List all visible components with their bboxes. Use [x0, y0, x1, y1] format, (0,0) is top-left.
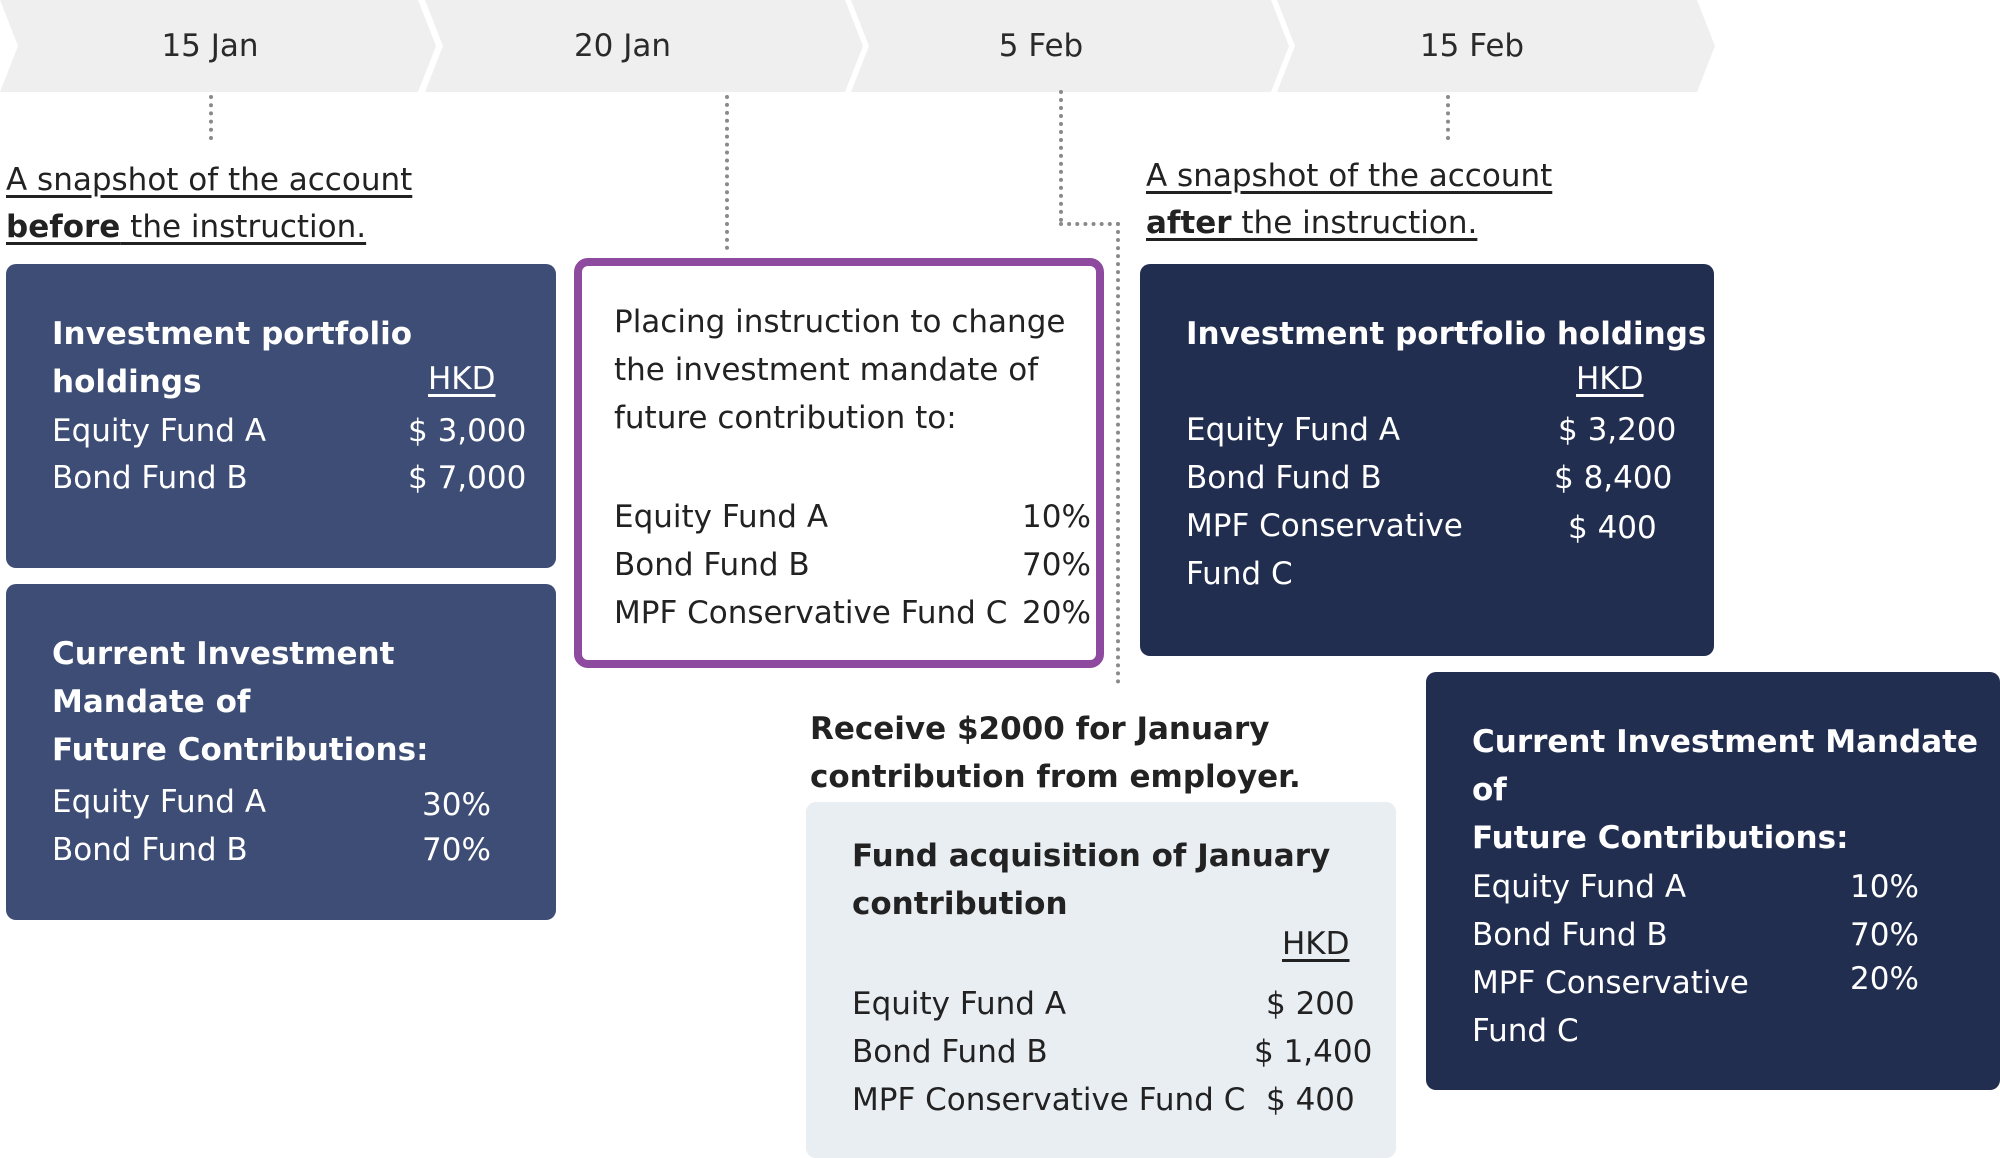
currency-label: HKD	[428, 361, 496, 397]
card-title: Current Investment Mandate of Future Con…	[52, 630, 556, 774]
card-title-line: contribution	[852, 886, 1068, 922]
connector-15-feb	[1446, 95, 1450, 140]
fund-label: Equity Fund A	[52, 413, 267, 449]
after-mandate-card: Current Investment Mandate of Future Con…	[1426, 672, 2000, 1090]
receive-contribution-note: Receive $2000 for January contribution f…	[810, 705, 1301, 801]
card-title-line: Future Contributions:	[52, 732, 429, 768]
timeline-step-2: 20 Jan	[425, 0, 865, 92]
currency-label: HKD	[1576, 361, 1644, 397]
after-caption: A snapshot of the account after the inst…	[1146, 153, 1552, 247]
fund-label: Equity Fund A	[614, 499, 829, 535]
fund-value: $ 1,400	[1254, 1034, 1373, 1070]
chevron-shape	[851, 0, 1289, 92]
chevron-shape	[1277, 0, 1715, 92]
fund-label: Bond Fund B	[1472, 917, 1668, 953]
fund-value: $ 7,000	[408, 460, 527, 496]
card-title: Current Investment Mandate of Future Con…	[1472, 718, 2000, 862]
fund-percent: 20%	[1850, 961, 1919, 997]
before-caption: A snapshot of the account before the ins…	[6, 157, 412, 251]
fund-percent: 10%	[1022, 499, 1091, 535]
timeline-date: 15 Feb	[1419, 28, 1525, 64]
fund-value: $ 3,000	[408, 413, 527, 449]
card-title: Investment portfolio holdings	[52, 316, 413, 400]
fund-label: Equity Fund A	[1472, 869, 1687, 905]
fund-acquisition-card: Fund acquisition of January contribution…	[806, 802, 1396, 1158]
fund-label-line: MPF Conservative	[1186, 508, 1463, 544]
caption-line: A snapshot of the account	[1146, 158, 1553, 194]
card-title-line: Fund acquisition of January	[852, 838, 1331, 874]
caption-rest: the instruction.	[120, 209, 367, 245]
fund-label-line: Fund C	[1472, 1013, 1579, 1049]
chevron-shape	[0, 0, 436, 92]
timeline-step-3: 5 Feb	[851, 0, 1291, 92]
timeline-date: 15 Jan	[161, 28, 259, 64]
fund-percent: 70%	[1850, 917, 1919, 953]
chevron-shape	[425, 0, 863, 92]
caption-line: after the instruction.	[1146, 200, 1552, 247]
fund-percent: 10%	[1850, 869, 1919, 905]
connector-5-feb-upper	[1059, 90, 1063, 222]
card-title-line: Current Investment Mandate of	[1472, 724, 1979, 808]
connector-20-jan	[725, 95, 729, 250]
after-holdings-card: Investment portfolio holdings HKD Equity…	[1140, 264, 1714, 656]
currency-label: HKD	[1282, 926, 1350, 962]
instruction-line: future contribution to:	[614, 400, 957, 436]
card-title: Fund acquisition of January contribution	[852, 832, 1330, 928]
fund-label: MPF Conservative Fund C	[852, 1082, 1246, 1118]
before-mandate-card: Current Investment Mandate of Future Con…	[6, 584, 556, 920]
connector-15-jan	[209, 95, 213, 140]
timeline-step-4: 15 Feb	[1277, 0, 1717, 92]
card-title: Investment portfolio holdings	[1186, 316, 1707, 352]
fund-label: MPF Conservative Fund C	[614, 595, 1008, 631]
instruction-card: Placing instruction to change the invest…	[574, 258, 1104, 668]
caption-rest: the instruction.	[1231, 205, 1478, 241]
fund-label-line: Fund C	[1186, 556, 1293, 592]
fund-label: Bond Fund B	[852, 1034, 1048, 1070]
fund-label: Bond Fund B	[614, 547, 810, 583]
fund-value: $ 400	[1266, 1082, 1355, 1118]
fund-label: Equity Fund A	[852, 986, 1067, 1022]
fund-label-line: MPF Conservative	[1472, 965, 1749, 1001]
fund-label: MPF Conservative Fund C	[1472, 959, 1749, 1055]
fund-label: Bond Fund B	[52, 460, 248, 496]
caption-line: before the instruction.	[6, 204, 412, 251]
fund-label: Equity Fund A	[1186, 412, 1401, 448]
caption-emphasis: before	[6, 209, 121, 245]
fund-percent: 70%	[422, 832, 491, 868]
fund-label: Bond Fund B	[52, 832, 248, 868]
fund-label: Equity Fund A	[52, 784, 267, 820]
fund-value: $ 400	[1568, 510, 1657, 546]
fund-percent: 30%	[422, 787, 491, 823]
instruction-text: Placing instruction to change the invest…	[614, 298, 1065, 442]
before-holdings-card: Investment portfolio holdings HKD Equity…	[6, 264, 556, 568]
card-title-line: Future Contributions:	[1472, 820, 1849, 856]
instruction-line: the investment mandate of	[614, 352, 1039, 388]
fund-value: $ 3,200	[1558, 412, 1677, 448]
caption-emphasis: after	[1146, 205, 1232, 241]
fund-label: MPF Conservative Fund C	[1186, 502, 1463, 598]
card-title-line: Current Investment Mandate of	[52, 636, 395, 720]
note-line: contribution from employer.	[810, 759, 1301, 795]
connector-5-feb-elbow	[1059, 222, 1120, 226]
timeline-date: 5 Feb	[998, 28, 1084, 64]
fund-percent: 20%	[1022, 595, 1091, 631]
caption-line: A snapshot of the account	[6, 162, 413, 198]
fund-value: $ 8,400	[1554, 460, 1673, 496]
timeline-date: 20 Jan	[573, 28, 672, 64]
connector-5-feb-lower	[1116, 222, 1120, 684]
fund-value: $ 200	[1266, 986, 1355, 1022]
timeline-step-1: 15 Jan	[0, 0, 440, 92]
instruction-line: Placing instruction to change	[614, 304, 1066, 340]
fund-label: Bond Fund B	[1186, 460, 1382, 496]
fund-percent: 70%	[1022, 547, 1091, 583]
note-line: Receive $2000 for January	[810, 711, 1270, 747]
